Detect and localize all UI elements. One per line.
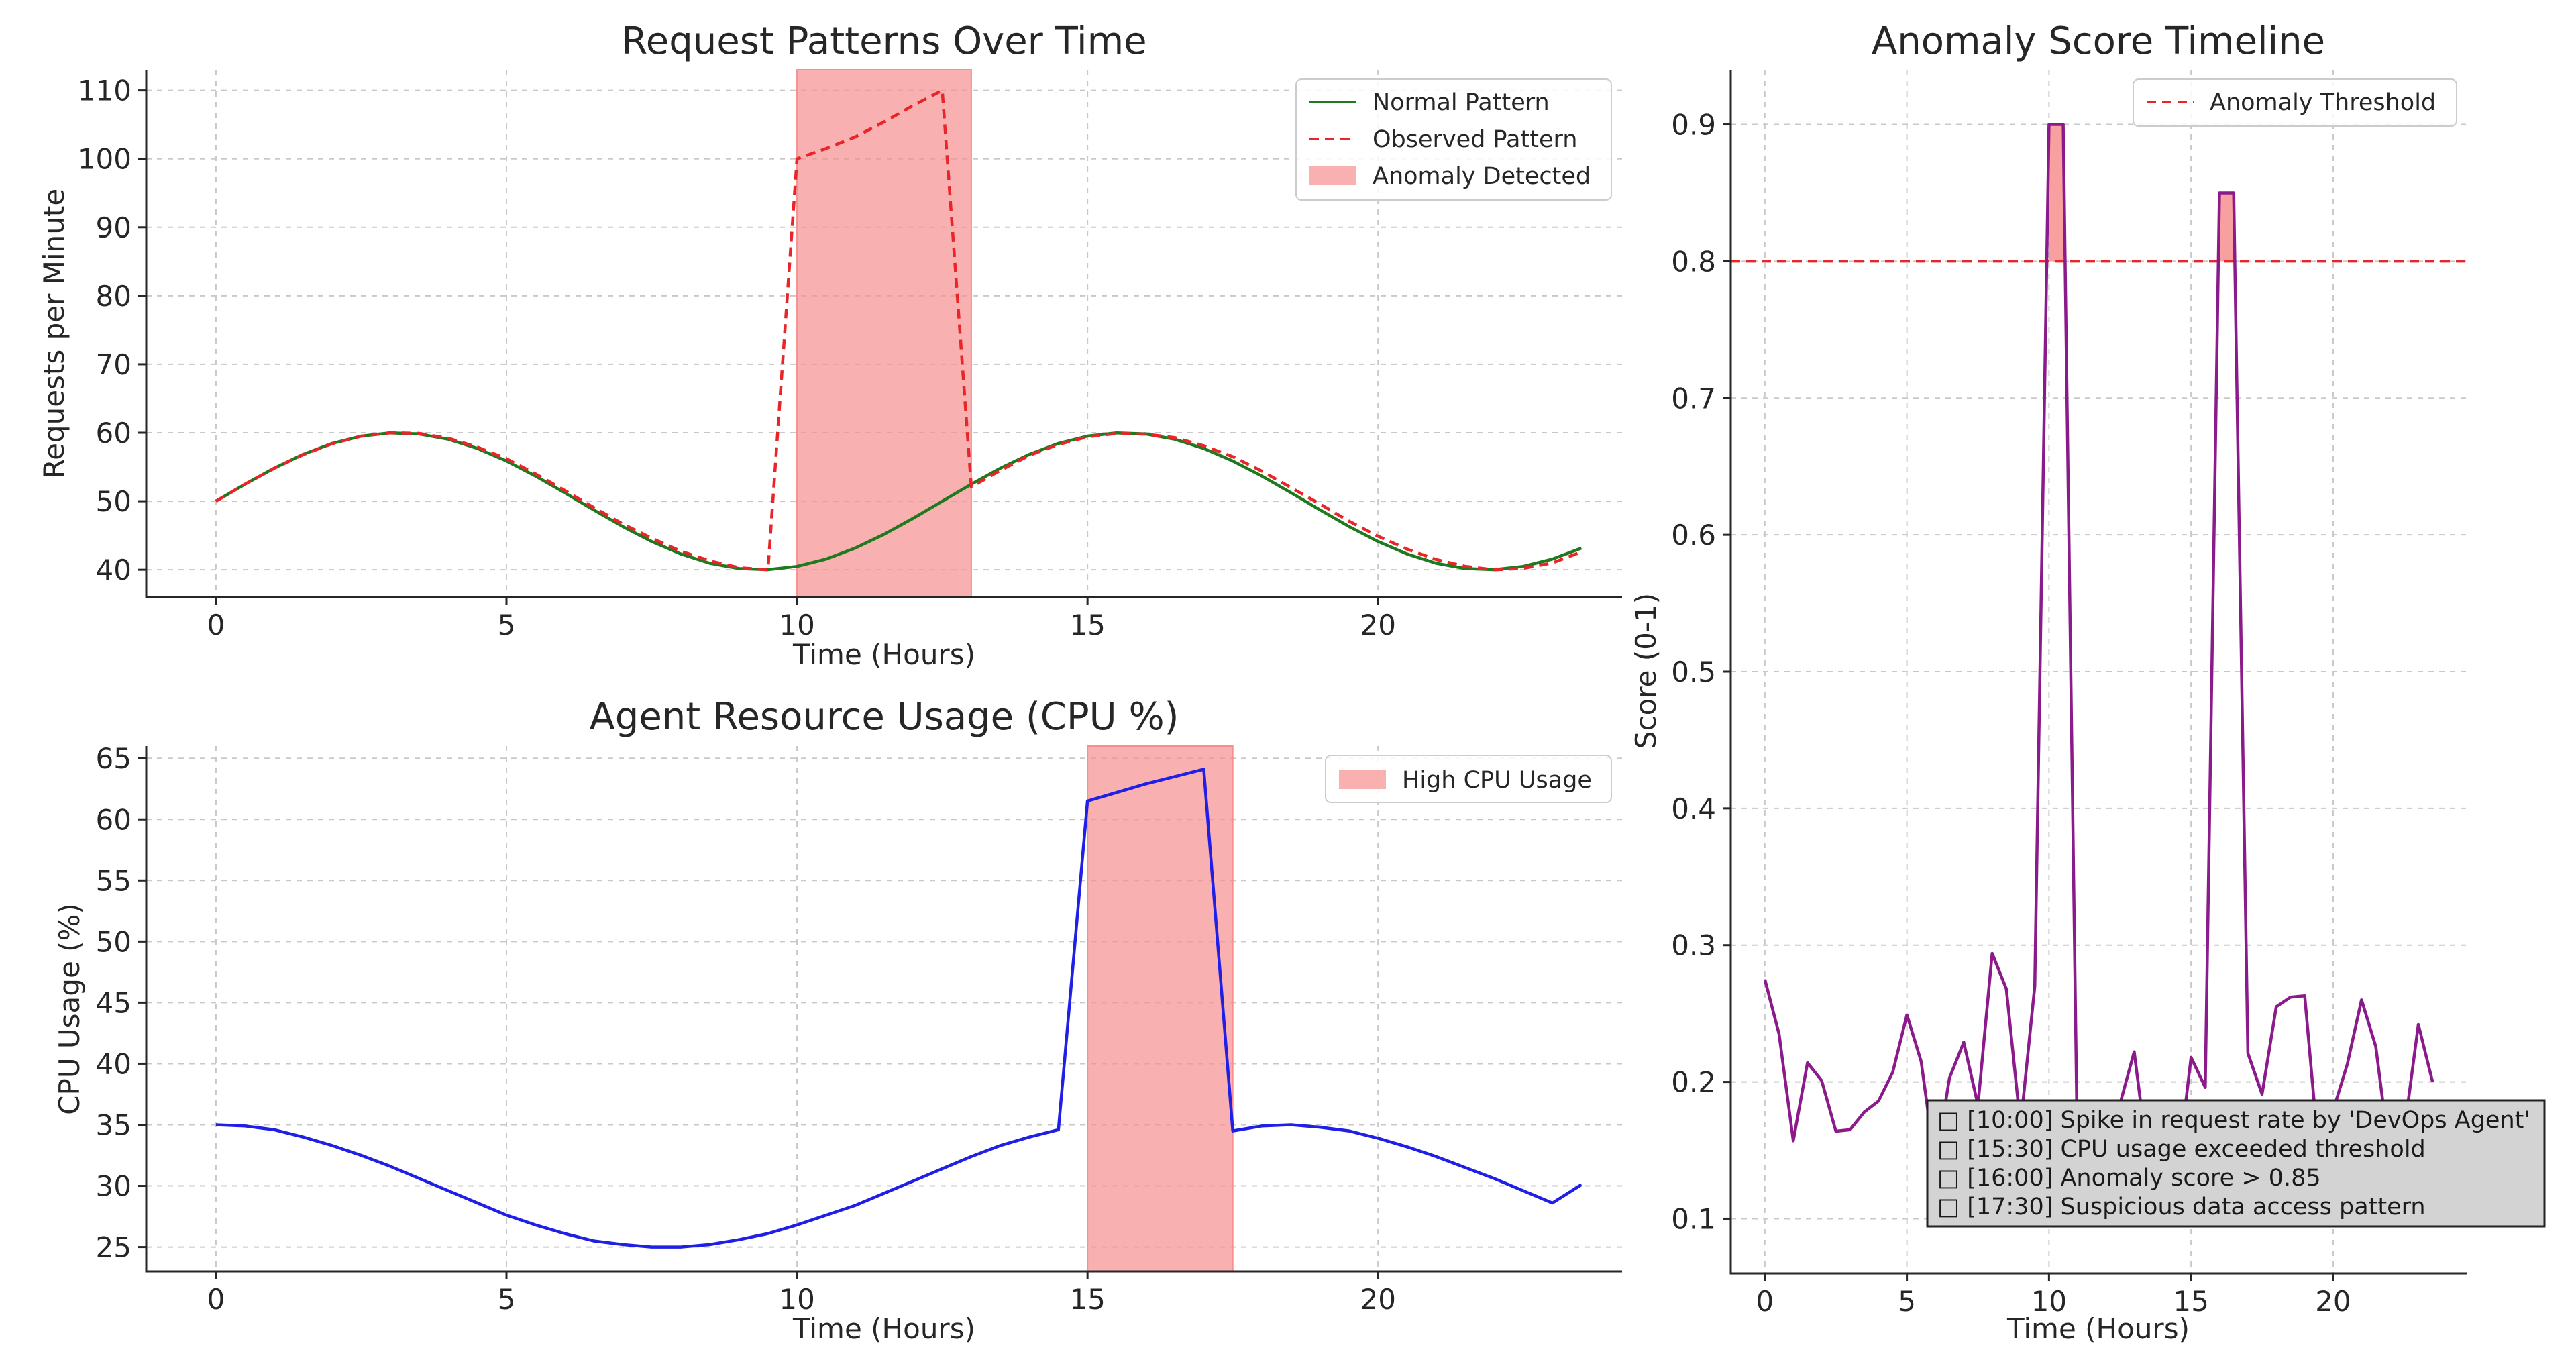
chart-cpu: 0 5 10 15 20 25 30 35 40 45 50 55 60 65 Agent Resourc… xyxy=(53,695,1622,1345)
threshold-exceed-highlight xyxy=(2219,193,2234,262)
anomaly-title: Anomaly Score Timeline xyxy=(1872,19,2325,63)
anomaly-xlabel: Time (Hours) xyxy=(2006,1312,2190,1345)
y-tick-label: 0.5 xyxy=(1671,655,1716,688)
x-tick-label: 10 xyxy=(779,609,814,641)
x-tick-label: 10 xyxy=(779,1283,814,1316)
cpu-series xyxy=(215,768,1582,1249)
x-tick-label: 5 xyxy=(1898,1285,1916,1318)
y-tick-label: 50 xyxy=(96,925,131,958)
anomaly-ticks: 0 5 10 15 20 0.1 0.2 0.3 0.4 0.5 0.6 0.7 0.8 0.9 xyxy=(1671,109,2351,1318)
anomaly-detected-band xyxy=(796,69,972,598)
annotation-line-4: □ [17:30] Suspicious data access pattern xyxy=(1937,1194,2426,1220)
requests-series xyxy=(215,89,1582,572)
anomaly-highlights xyxy=(2049,124,2234,262)
cpu-title: Agent Resource Usage (CPU %) xyxy=(589,695,1179,739)
chart-requests: 0 5 10 15 20 40 50 60 70 80 90 100 110 Request Patte… xyxy=(38,19,1622,671)
x-tick-label: 0 xyxy=(1756,1285,1774,1318)
y-tick-label: 0.7 xyxy=(1671,382,1716,415)
legend-swatch-high-cpu xyxy=(1339,770,1386,789)
requests-ticks: 0 5 10 15 20 40 50 60 70 80 90 100 110 xyxy=(78,74,1396,641)
requests-legend-frame xyxy=(1295,78,1612,201)
x-tick-label: 20 xyxy=(1360,609,1395,641)
y-tick-label: 70 xyxy=(96,348,131,381)
legend-label-threshold: Anomaly Threshold xyxy=(2210,89,2436,116)
requests-title: Request Patterns Over Time xyxy=(621,19,1146,63)
y-tick-label: 0.1 xyxy=(1671,1202,1716,1235)
requests-xlabel: Time (Hours) xyxy=(792,638,975,671)
y-tick-label: 60 xyxy=(96,803,131,836)
cpu-axes xyxy=(145,746,1622,1273)
y-tick-label: 65 xyxy=(96,742,131,775)
annotation-box-frame xyxy=(1926,1099,2546,1228)
x-tick-label: 5 xyxy=(498,609,516,641)
y-tick-label: 0.9 xyxy=(1671,109,1716,142)
annotation-line-3: □ [16:00] Anomaly score > 0.85 xyxy=(1937,1165,2321,1192)
x-tick-label: 10 xyxy=(2031,1285,2067,1318)
x-tick-label: 20 xyxy=(1360,1283,1395,1316)
legend-label-high-cpu: High CPU Usage xyxy=(1402,767,1592,794)
cpu-ticks: 0 5 10 15 20 25 30 35 40 45 50 55 60 65 xyxy=(96,742,1396,1316)
cpu-ylabel: CPU Usage (%) xyxy=(53,903,86,1115)
y-tick-label: 100 xyxy=(78,143,131,176)
anomaly-legend-frame xyxy=(2133,78,2457,127)
y-tick-label: 25 xyxy=(96,1231,131,1264)
y-tick-label: 30 xyxy=(96,1170,131,1203)
anomaly-annotation-box: □ [10:00] Spike in request rate by 'DevO… xyxy=(1926,1099,2546,1228)
threshold-exceed-highlight xyxy=(2049,124,2063,262)
y-tick-label: 0.4 xyxy=(1671,792,1716,825)
annotation-line-2: □ [15:30] CPU usage exceeded threshold xyxy=(1937,1136,2426,1163)
y-tick-label: 40 xyxy=(96,554,131,586)
x-tick-label: 15 xyxy=(1069,1283,1105,1316)
chart-anomaly: 0 5 10 15 20 0.1 0.2 0.3 0.4 0.5 0.6 0.7 0.8 0.9 Anom… xyxy=(1629,19,2546,1345)
y-tick-label: 55 xyxy=(96,864,131,897)
y-tick-label: 90 xyxy=(96,211,131,244)
y-tick-label: 0.2 xyxy=(1671,1066,1716,1099)
anomaly-axes xyxy=(1729,70,2467,1275)
y-tick-label: 0.6 xyxy=(1671,519,1716,551)
y-tick-label: 0.8 xyxy=(1671,245,1716,278)
y-tick-label: 0.3 xyxy=(1671,929,1716,962)
legend-label-normal: Normal Pattern xyxy=(1373,89,1550,116)
annotation-line-1: □ [10:00] Spike in request rate by 'DevO… xyxy=(1937,1107,2530,1134)
observed-pattern-line xyxy=(215,89,1582,572)
x-tick-label: 0 xyxy=(207,609,225,641)
high-cpu-band xyxy=(1087,745,1234,1272)
x-tick-label: 5 xyxy=(498,1283,516,1316)
requests-shaded-region xyxy=(796,69,972,598)
anomaly-legend: Anomaly Threshold xyxy=(2133,78,2457,127)
cpu-xlabel: Time (Hours) xyxy=(792,1312,975,1345)
legend-label-anomaly: Anomaly Detected xyxy=(1373,163,1591,190)
legend-swatch-anomaly xyxy=(1309,166,1356,185)
y-tick-label: 35 xyxy=(96,1108,131,1141)
cpu-legend: High CPU Usage xyxy=(1325,755,1612,803)
x-tick-label: 15 xyxy=(2173,1285,2208,1318)
anomaly-ylabel: Score (0-1) xyxy=(1629,593,1662,749)
legend-label-observed: Observed Pattern xyxy=(1373,126,1577,153)
y-tick-label: 40 xyxy=(96,1047,131,1080)
requests-ylabel: Requests per Minute xyxy=(38,189,70,478)
y-tick-label: 45 xyxy=(96,986,131,1019)
y-tick-label: 60 xyxy=(96,417,131,450)
x-tick-label: 0 xyxy=(207,1283,225,1316)
y-tick-label: 50 xyxy=(96,485,131,518)
y-tick-label: 80 xyxy=(96,280,131,313)
cpu-shaded-region xyxy=(1087,745,1234,1272)
x-tick-label: 15 xyxy=(1069,609,1105,641)
normal-pattern-line xyxy=(215,431,1582,572)
requests-axes xyxy=(145,70,1622,598)
cpu-legend-frame xyxy=(1325,755,1612,803)
y-tick-label: 110 xyxy=(78,74,131,107)
x-tick-label: 20 xyxy=(2315,1285,2351,1318)
cpu-usage-line xyxy=(215,768,1582,1249)
requests-legend: Normal Pattern Observed Pattern Anomaly … xyxy=(1295,78,1612,201)
